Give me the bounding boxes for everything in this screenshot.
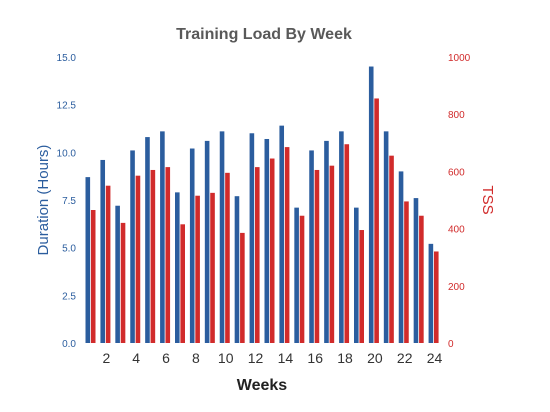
tss-bar-week-7	[180, 224, 185, 343]
tss-bar-week-2	[105, 185, 111, 343]
left-axis-ticks: 0.0 2.5 5.0 7.5 10.0 12.5 15.0	[57, 53, 77, 350]
x-axis-ticks: 2 4 6 8 10 12 14 16 18 20 22 24	[102, 350, 442, 366]
tss-bar-week-8	[195, 195, 200, 343]
left-axis-tick-label: 15.0	[57, 53, 77, 64]
bars	[85, 66, 439, 343]
right-axis-tick-label: 800	[448, 110, 465, 121]
duration-bar-week-1	[85, 177, 91, 343]
duration-bar-week-21	[383, 131, 389, 343]
duration-bar-week-16	[309, 150, 314, 343]
duration-bar-week-8	[189, 148, 195, 343]
right-axis-title: TSS	[479, 185, 496, 214]
right-axis-tick-label: 0	[448, 339, 454, 350]
left-axis-tick-label: 2.5	[62, 291, 76, 302]
tss-bar-week-21	[389, 155, 394, 343]
tss-bar-week-22	[404, 201, 409, 343]
duration-bar-week-3	[115, 205, 120, 343]
x-axis-tick-label: 2	[102, 350, 110, 366]
tss-bar-week-5	[150, 169, 156, 343]
tss-bar-week-6	[165, 167, 171, 343]
right-axis-tick-label: 400	[448, 225, 465, 236]
duration-bar-week-10	[219, 131, 225, 343]
tss-bar-week-12	[254, 167, 260, 343]
right-axis-tick-label: 600	[448, 167, 465, 178]
left-axis-tick-label: 5.0	[62, 244, 76, 255]
x-axis-tick-label: 14	[278, 350, 294, 366]
duration-bar-week-12	[249, 133, 255, 343]
tss-bar-week-20	[374, 98, 379, 343]
tss-bar-week-3	[120, 222, 126, 343]
tss-bar-week-15	[299, 215, 305, 343]
x-axis-tick-label: 18	[337, 350, 353, 366]
left-axis-title: Duration (Hours)	[35, 145, 52, 256]
left-axis-tick-label: 0.0	[62, 339, 76, 350]
left-axis-tick-label: 10.0	[57, 148, 77, 159]
x-axis-tick-label: 16	[307, 350, 323, 366]
x-axis-tick-label: 20	[367, 350, 383, 366]
tss-bar-week-18	[344, 144, 350, 343]
tss-bar-week-4	[135, 175, 141, 343]
duration-bar-week-9	[204, 140, 210, 343]
chart-title: Training Load By Week	[176, 26, 352, 43]
tss-bar-week-9	[210, 192, 215, 343]
duration-bar-week-13	[264, 138, 270, 343]
duration-bar-week-19	[354, 207, 359, 343]
x-axis-tick-label: 22	[397, 350, 413, 366]
x-axis-tick-label: 10	[218, 350, 234, 366]
tss-bar-week-23	[419, 215, 424, 343]
duration-bar-week-4	[130, 150, 135, 343]
x-axis-tick-label: 24	[427, 350, 443, 366]
duration-bar-week-18	[339, 131, 344, 343]
duration-bar-week-24	[428, 243, 434, 343]
duration-bar-week-17	[324, 140, 329, 343]
duration-bar-week-14	[279, 125, 285, 343]
right-axis-ticks: 0 200 400 600 800 1000	[448, 53, 471, 350]
x-axis-tick-label: 12	[248, 350, 264, 366]
duration-bar-week-23	[413, 198, 419, 343]
tss-bar-week-17	[329, 165, 335, 343]
duration-bar-week-20	[368, 66, 374, 343]
duration-bar-week-6	[160, 131, 165, 343]
tss-bar-week-11	[240, 232, 245, 343]
x-axis-tick-label: 8	[192, 350, 200, 366]
tss-bar-week-16	[314, 169, 320, 343]
tss-bar-week-13	[269, 158, 275, 343]
tss-bar-week-19	[359, 230, 364, 343]
x-axis-tick-label: 4	[132, 350, 140, 366]
x-axis-tick-label: 6	[162, 350, 170, 366]
x-axis-title: Weeks	[237, 377, 288, 394]
duration-bar-week-5	[145, 137, 150, 343]
right-axis-tick-label: 1000	[448, 53, 471, 64]
duration-bar-week-11	[234, 196, 240, 343]
tss-bar-week-24	[433, 251, 439, 343]
duration-bar-week-7	[175, 192, 180, 343]
tss-bar-week-14	[284, 147, 290, 343]
right-axis-tick-label: 200	[448, 282, 465, 293]
duration-bar-week-15	[294, 207, 299, 343]
duration-bar-week-2	[100, 159, 106, 343]
left-axis-tick-label: 12.5	[57, 101, 77, 112]
left-axis-tick-label: 7.5	[62, 196, 76, 207]
tss-bar-week-1	[90, 210, 96, 343]
duration-bar-week-22	[398, 171, 404, 343]
tss-bar-week-10	[225, 172, 230, 343]
